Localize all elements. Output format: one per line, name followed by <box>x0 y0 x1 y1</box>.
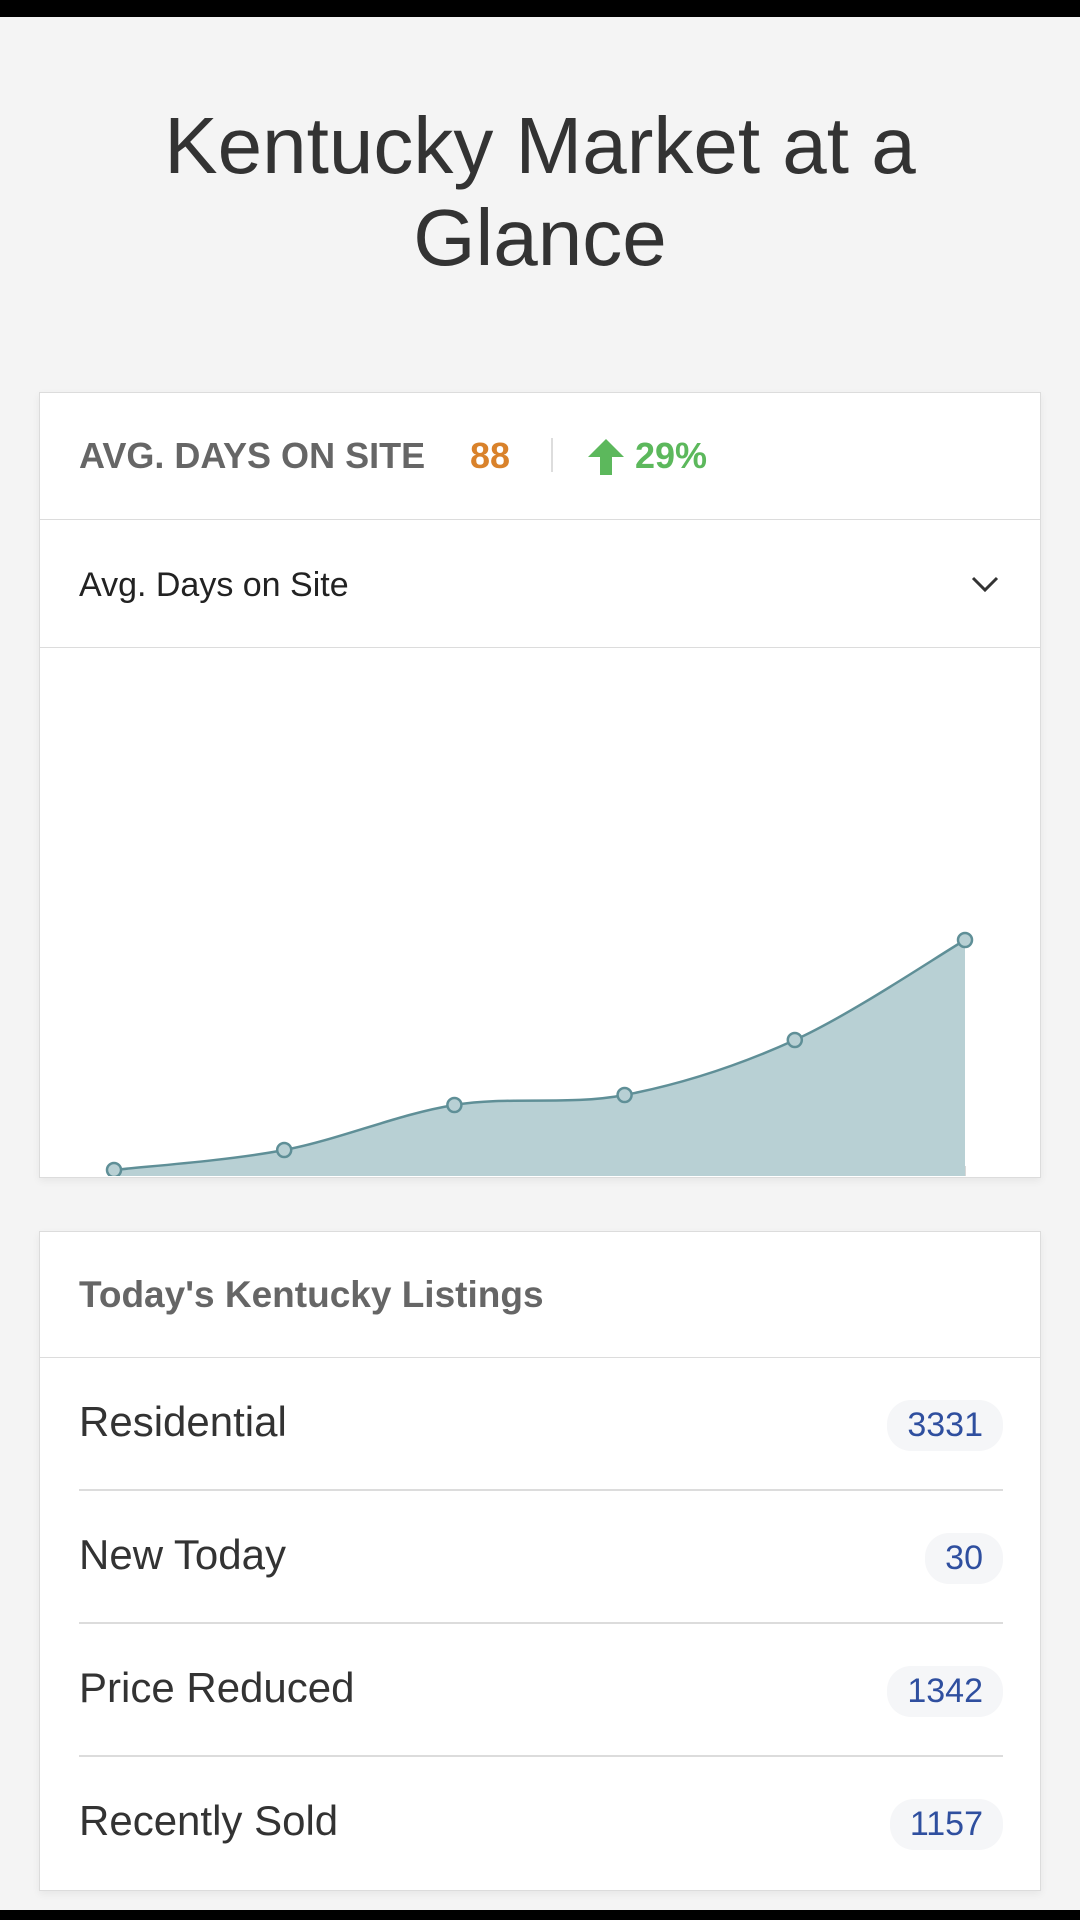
listing-row[interactable]: New Today 30 <box>79 1491 1003 1624</box>
stat-change: 29% <box>635 435 708 476</box>
status-bar <box>0 0 1080 17</box>
point <box>956 931 974 949</box>
listing-label: Price Reduced <box>79 1664 355 1711</box>
chart-card: AVG. DAYS ON SITE 88 29% Avg. Days on Si… <box>39 392 1041 1178</box>
point <box>446 1096 463 1114</box>
dropdown[interactable]: Avg. Days on Site <box>40 520 1040 648</box>
listings-header: Today's Kentucky Listings <box>40 1232 1040 1358</box>
area <box>114 940 965 1176</box>
listing-count: 3331 <box>887 1400 1003 1451</box>
line <box>113 938 966 1172</box>
listings-title: Today's Kentucky Listings <box>79 1274 544 1315</box>
page-title: Kentucky Market at a Glance <box>164 101 916 282</box>
divider <box>551 438 553 472</box>
separator <box>79 1755 1003 1757</box>
bottom-bar <box>0 1910 1080 1920</box>
listing-count: 1342 <box>887 1666 1003 1717</box>
stat-row: AVG. DAYS ON SITE 88 29% <box>40 393 1040 520</box>
listing-label: New Today <box>79 1531 287 1578</box>
chevron-icon <box>971 576 999 593</box>
listing-row[interactable]: Price Reduced 1342 <box>79 1624 1003 1757</box>
up-arrow <box>588 439 624 475</box>
point <box>275 1141 293 1159</box>
separator <box>79 1489 1003 1491</box>
listing-row[interactable]: Recently Sold 1157 <box>79 1757 1003 1890</box>
stat-value: 88 <box>470 435 511 476</box>
listing-count: 1157 <box>889 1799 1003 1850</box>
point <box>786 1031 804 1049</box>
chart: JULAUGSEPOCTNOVDEC <box>105 931 974 1176</box>
listing-label: Residential <box>79 1398 287 1445</box>
listings-card: Today's Kentucky Listings Residential 333… <box>39 1231 1041 1891</box>
arrow-icon <box>588 439 624 475</box>
separator <box>79 1622 1003 1624</box>
chevron <box>971 576 999 593</box>
point <box>105 1161 123 1176</box>
listing-count: 30 <box>925 1533 1003 1584</box>
dropdown-text: Avg. Days on Site <box>79 566 349 604</box>
point <box>616 1086 633 1104</box>
listing-row[interactable]: Residential 3331 <box>79 1358 1003 1491</box>
stat-label: AVG. DAYS ON SITE <box>79 435 426 476</box>
listing-label: Recently Sold <box>79 1797 339 1844</box>
